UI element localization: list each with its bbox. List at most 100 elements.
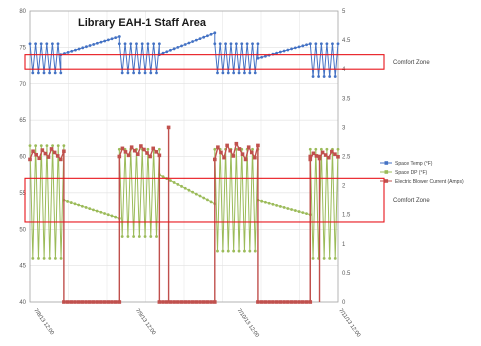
data-point [194, 38, 198, 42]
data-point [333, 256, 337, 260]
data-point [92, 43, 96, 46]
data-point [202, 35, 206, 39]
data-point [146, 147, 150, 151]
y-left-tick-label: 50 [19, 227, 26, 233]
data-point [161, 175, 165, 179]
data-point [183, 300, 188, 304]
data-point [219, 150, 223, 155]
data-point [274, 300, 279, 304]
data-point [142, 147, 146, 152]
chart-title: Library EAH-1 Staff Area [78, 17, 207, 29]
data-point [95, 41, 99, 45]
data-point [267, 300, 271, 304]
data-point [226, 249, 230, 253]
data-point [183, 186, 187, 190]
data-point [53, 71, 57, 75]
y-left-tick-label: 75 [19, 45, 26, 51]
y-left-tick-label: 65 [19, 118, 26, 124]
data-point [201, 300, 206, 304]
data-point [129, 42, 133, 46]
data-point [333, 152, 337, 156]
data-point [46, 155, 51, 159]
data-point [31, 149, 35, 154]
data-point [136, 152, 140, 156]
data-point [191, 40, 195, 43]
data-point [49, 147, 54, 151]
data-point [221, 249, 225, 253]
data-point [226, 71, 230, 75]
data-point [110, 300, 114, 304]
data-point [113, 300, 118, 304]
data-point [213, 157, 217, 162]
data-point [260, 199, 264, 203]
data-point [31, 71, 35, 75]
data-point [74, 48, 77, 52]
spike-point [166, 125, 171, 130]
data-point [260, 55, 264, 59]
y-right-tick-label: 5 [342, 9, 346, 15]
data-point [180, 44, 183, 48]
data-point [73, 300, 77, 304]
y-right-axis: 0 0.5 1 1.5 2 2.5 3 3.5 4 4.5 5 [342, 9, 351, 306]
data-point [264, 200, 267, 204]
data-point [77, 203, 81, 207]
data-point [164, 300, 169, 304]
data-point [213, 42, 217, 46]
data-point [56, 144, 60, 147]
legend-entry: Electric Blower Current (Amps) [395, 179, 464, 185]
data-point [39, 144, 43, 147]
legend-entry: Space DP (°F) [395, 170, 428, 176]
y-right-tick-label: 3.5 [342, 96, 351, 102]
data-point [59, 71, 63, 75]
data-point [213, 300, 217, 304]
data-point [286, 48, 290, 52]
series-0 [28, 31, 340, 78]
data-point [271, 300, 275, 304]
data-point [45, 42, 49, 46]
data-point [155, 71, 158, 75]
data-point [325, 147, 329, 151]
data-point [305, 212, 308, 216]
data-point [275, 51, 279, 55]
data-point [51, 144, 54, 147]
data-point [143, 235, 147, 238]
data-point [248, 71, 252, 75]
data-point [243, 71, 246, 75]
series-2 [28, 125, 340, 304]
data-point [95, 300, 99, 304]
y-left-axis: 40 45 50 55 60 65 70 75 80 [19, 9, 26, 306]
data-point [117, 154, 122, 159]
x-tick-label: 7/9/13 12:00 [134, 308, 156, 337]
data-point [117, 35, 121, 38]
y-left-tick-label: 40 [19, 300, 26, 306]
data-point [120, 71, 124, 75]
data-point [66, 199, 69, 203]
y-left-tick-label: 70 [19, 82, 26, 88]
data-point [59, 157, 63, 162]
data-point [232, 249, 236, 253]
data-point [228, 148, 232, 153]
data-point [168, 300, 173, 304]
data-point [234, 42, 238, 46]
data-point [278, 300, 283, 304]
data-point [106, 38, 110, 42]
data-point [28, 42, 32, 46]
data-point [143, 71, 147, 75]
data-point [336, 147, 340, 151]
data-point [126, 153, 131, 158]
data-point [114, 215, 118, 219]
data-point [278, 204, 282, 208]
data-point [322, 75, 326, 78]
y-left-tick-label: 60 [19, 155, 26, 161]
data-point [301, 44, 305, 48]
data-point [34, 152, 38, 157]
data-point [322, 256, 326, 260]
data-point [328, 75, 332, 78]
data-point [320, 150, 325, 155]
data-point [323, 153, 328, 157]
data-point [117, 42, 121, 46]
data-point [132, 235, 136, 238]
data-point [336, 42, 340, 46]
data-point [187, 188, 191, 192]
